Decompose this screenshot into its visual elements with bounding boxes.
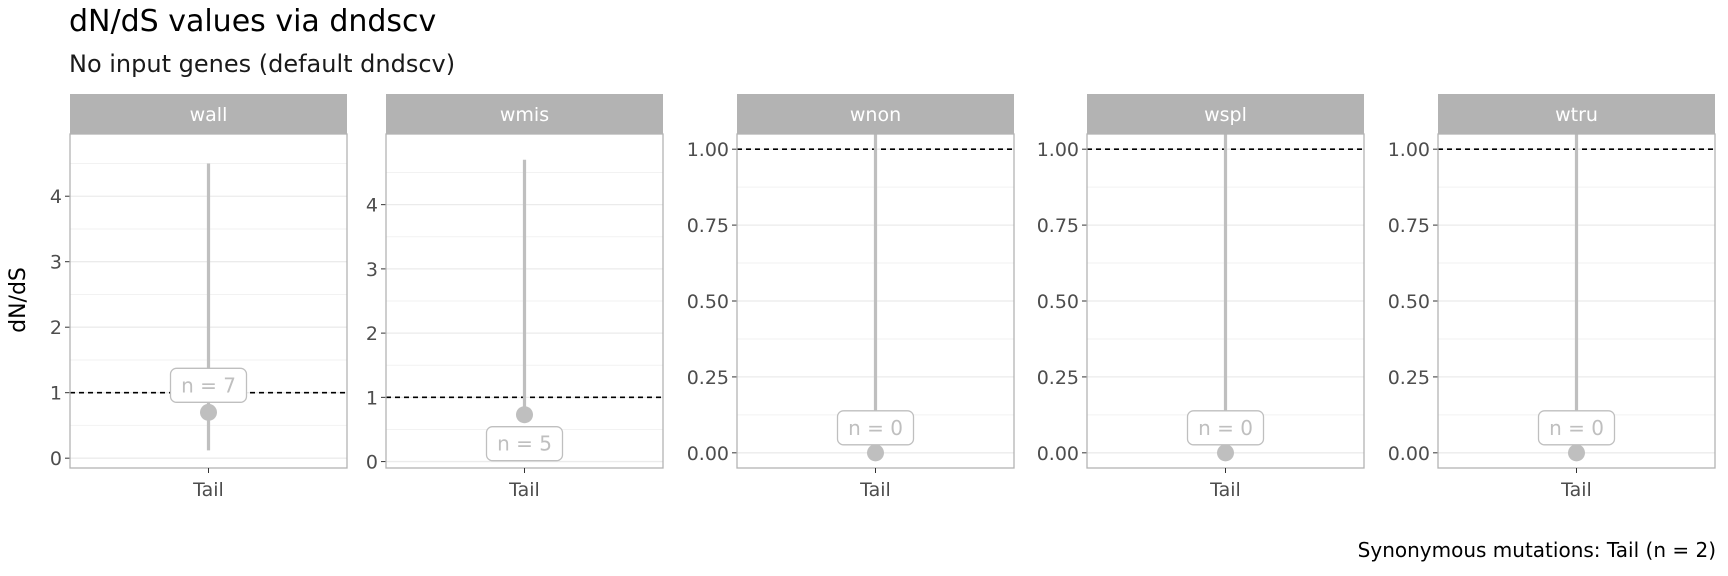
y-tick-label: 0.00: [687, 443, 729, 465]
estimate-point: [516, 406, 533, 424]
y-tick-label: 0.50: [1037, 291, 1079, 313]
panel-wtru: wtru 0.00 0.25 0.50 0.75 1.00 n = 0 Tail: [1388, 94, 1716, 501]
y-tick-label: 4: [50, 186, 62, 208]
y-tick-label: 0.00: [1037, 443, 1079, 465]
facet-strip: [737, 94, 1014, 134]
y-tick-label: 1: [366, 387, 378, 409]
y-tick-label: 0.25: [1388, 367, 1430, 389]
y-tick-label: 0.75: [1037, 215, 1079, 237]
facet-strip-label: wtru: [1555, 104, 1598, 126]
n-label: n = 0: [848, 416, 903, 440]
y-tick-label: 0.75: [687, 215, 729, 237]
y-tick-label: 0.00: [1388, 443, 1430, 465]
n-label: n = 7: [181, 373, 236, 397]
x-tick-label: Tail: [192, 479, 224, 501]
y-tick-label: 3: [366, 259, 378, 281]
y-tick-label: 1.00: [1037, 139, 1079, 161]
y-tick-label: 4: [366, 195, 378, 217]
x-tick-label: Tail: [508, 479, 540, 501]
y-tick-label: 2: [50, 317, 62, 339]
facet-strip-label: wall: [190, 104, 228, 126]
y-tick-label: 1.00: [1388, 139, 1430, 161]
y-tick-label: 0: [50, 448, 62, 470]
y-tick-label: 2: [366, 323, 378, 345]
panel-wall: wall 0 1 2 3 4 n = 7 Tail: [50, 94, 348, 501]
y-tick-label: 0.25: [1037, 367, 1079, 389]
panel-wnon: wnon 0.00 0.25 0.50 0.75 1.00 n = 0 Tail: [687, 94, 1015, 501]
facet-strip: [1438, 94, 1715, 134]
y-tick-label: 0.75: [1388, 215, 1430, 237]
y-tick-label: 0.25: [687, 367, 729, 389]
x-tick-label: Tail: [1560, 479, 1592, 501]
x-tick-label: Tail: [859, 479, 891, 501]
x-tick-label: Tail: [1209, 479, 1241, 501]
n-label: n = 5: [497, 432, 552, 456]
n-label-box: [1537, 410, 1616, 446]
facet-strip-label: wspl: [1204, 104, 1247, 126]
estimate-point: [200, 403, 217, 421]
n-label-box: [1186, 410, 1265, 446]
panel-wspl: wspl 0.00 0.25 0.50 0.75 1.00 n = 0 Tail: [1037, 94, 1365, 501]
y-tick-label: 1.00: [687, 139, 729, 161]
y-tick-label: 0: [366, 452, 378, 474]
n-label-box: [169, 367, 248, 403]
n-label-box: [485, 426, 564, 462]
y-tick-label: 1: [50, 383, 62, 405]
facet-strip: [70, 94, 347, 134]
facet-strip-label: wnon: [850, 104, 901, 126]
facet-strip: [386, 94, 663, 134]
y-tick-label: 3: [50, 252, 62, 274]
y-tick-label: 0.50: [687, 291, 729, 313]
chart-subtitle: No input genes (default dndscv): [69, 50, 456, 78]
estimate-point: [867, 444, 884, 462]
facet-strip: [1087, 94, 1364, 134]
chart-title: dN/dS values via dndscv: [69, 4, 437, 39]
facet-strip-label: wmis: [500, 104, 549, 126]
estimate-point: [1217, 444, 1234, 462]
chart-caption: Synonymous mutations: Tail (n = 2): [1357, 538, 1716, 562]
n-label: n = 0: [1198, 416, 1253, 440]
n-label-box: [836, 410, 915, 446]
estimate-point: [1568, 444, 1585, 462]
y-tick-label: 0.50: [1388, 291, 1430, 313]
n-label: n = 0: [1549, 416, 1604, 440]
panel-wmis: wmis 0 1 2 3 4 n = 5 Tail: [366, 94, 664, 501]
